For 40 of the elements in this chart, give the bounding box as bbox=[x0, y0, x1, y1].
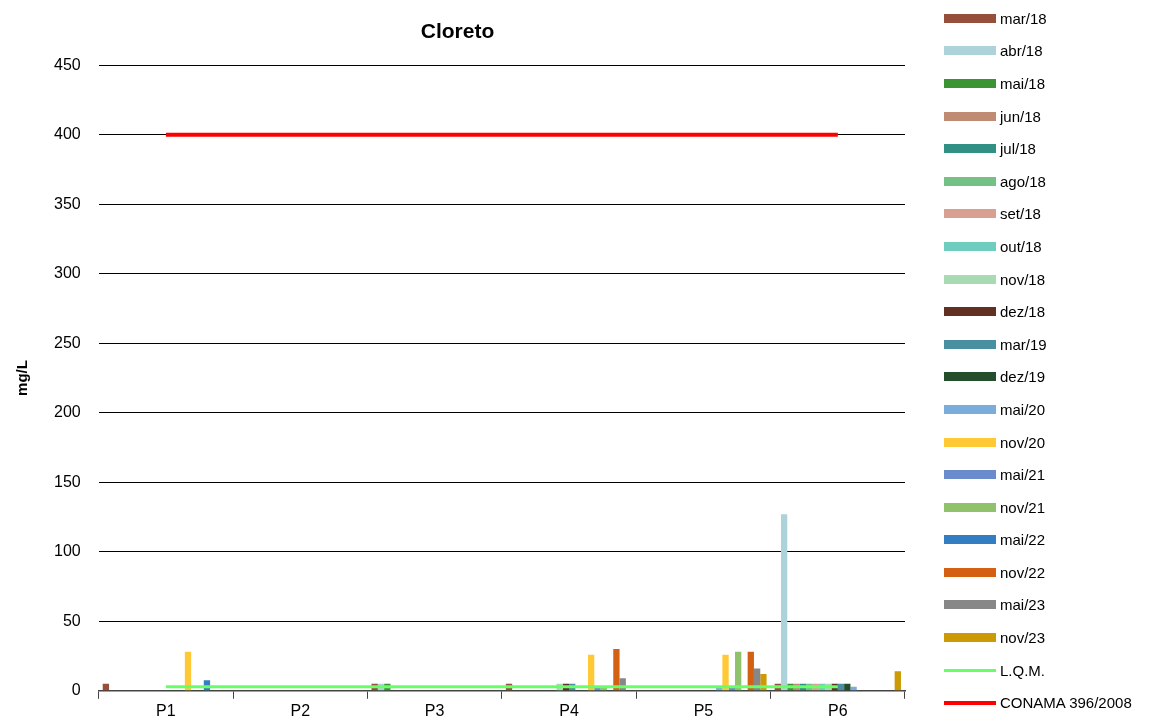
y-tick-label: 100 bbox=[53, 542, 81, 560]
legend-label: jul/18 bbox=[1000, 140, 1036, 158]
y-axis-title: mg/L bbox=[13, 360, 31, 396]
y-tick-label: 50 bbox=[62, 611, 81, 629]
y-tick-label: 0 bbox=[71, 681, 81, 699]
legend-label: mar/18 bbox=[1000, 9, 1047, 27]
legend-label: mai/18 bbox=[1000, 74, 1046, 92]
x-tick-label: P1 bbox=[156, 701, 176, 719]
y-tick-label: 400 bbox=[53, 125, 81, 143]
legend-label: nov/21 bbox=[1000, 498, 1046, 516]
legend-label: dez/18 bbox=[1000, 303, 1046, 321]
legend-label: mai/22 bbox=[1000, 531, 1046, 549]
y-tick-label: 300 bbox=[53, 264, 81, 282]
legend-label: mai/23 bbox=[1000, 596, 1046, 614]
y-tick-label: 250 bbox=[53, 333, 81, 351]
legend-label: L.Q.M. bbox=[1000, 661, 1046, 679]
y-tick-label: 200 bbox=[53, 403, 81, 421]
legend-label: dez/19 bbox=[1000, 368, 1046, 386]
legend-label: nov/20 bbox=[1000, 433, 1046, 451]
legend-label: mar/19 bbox=[1000, 335, 1047, 353]
x-tick-label: P4 bbox=[559, 701, 579, 719]
legend-label: nov/18 bbox=[1000, 270, 1046, 288]
legend-label: CONAMA 396/2008 bbox=[1000, 694, 1132, 712]
legend-label: set/18 bbox=[1000, 205, 1041, 223]
y-tick-label: 450 bbox=[53, 55, 81, 73]
x-tick-label: P2 bbox=[290, 701, 311, 719]
chart-title: Cloreto bbox=[420, 19, 495, 43]
x-tick-label: P5 bbox=[693, 701, 714, 719]
y-tick-label: 150 bbox=[53, 472, 81, 490]
legend-label: abr/18 bbox=[1000, 42, 1043, 60]
x-tick-label: P6 bbox=[828, 701, 848, 719]
x-tick-label: P3 bbox=[424, 701, 445, 719]
legend-label: nov/23 bbox=[1000, 629, 1046, 647]
legend-label: mai/21 bbox=[1000, 466, 1046, 484]
legend-label: mai/20 bbox=[1000, 400, 1046, 418]
legend-label: nov/22 bbox=[1000, 563, 1046, 581]
legend-label: out/18 bbox=[1000, 237, 1042, 255]
y-tick-label: 350 bbox=[53, 194, 81, 212]
legend-label: ago/18 bbox=[1000, 172, 1046, 190]
legend-label: jun/18 bbox=[1000, 107, 1041, 125]
